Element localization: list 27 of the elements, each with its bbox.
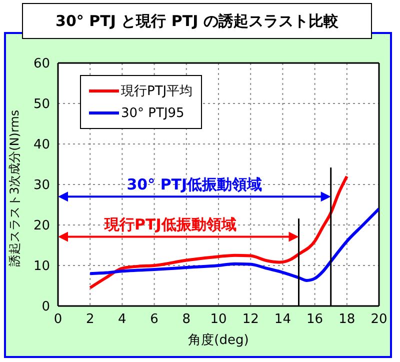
y-tick-label: 30	[33, 178, 50, 194]
x-tick-label: 2	[86, 312, 94, 328]
x-tick-label: 16	[306, 312, 324, 328]
y-tick-label: 10	[33, 259, 50, 274]
y-tick-label: 50	[33, 97, 50, 112]
y-tick-label: 60	[33, 56, 50, 72]
chart-title: 30° PTJ と現行 PTJ の誘起スラスト比較	[22, 3, 372, 39]
legend-label: 現行PTJ平均	[121, 83, 193, 100]
annotation: 現行PTJ低振動領域	[103, 216, 236, 234]
line-series	[88, 174, 348, 290]
x-tick-label: 6	[150, 312, 158, 328]
legend-label: 30° PTJ95	[121, 106, 184, 120]
y-tick-label: 20	[33, 218, 50, 234]
x-tick-label: 20	[370, 312, 388, 328]
x-tick-label: 4	[118, 312, 126, 328]
x-tick-label: 12	[242, 312, 259, 328]
line-series	[88, 207, 379, 282]
annotation: 30° PTJ低振動領域	[126, 176, 262, 194]
x-tick-label: 8	[182, 312, 191, 328]
y-tick-label: 0	[42, 300, 50, 315]
x-tick-label: 14	[274, 312, 291, 328]
x-axis-title: 角度(deg)	[188, 332, 249, 348]
x-tick-label: 0	[54, 312, 62, 328]
x-tick-label: 10	[210, 312, 227, 328]
y-tick-label: 40	[33, 138, 50, 153]
y-axis-title: 誘起スラスト3次成分(N)rms	[7, 110, 22, 266]
x-tick-label: 18	[338, 312, 356, 328]
